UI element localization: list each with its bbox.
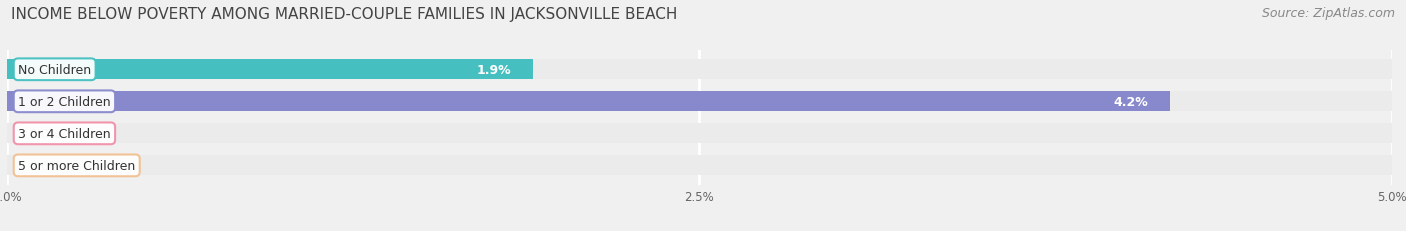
Bar xyxy=(7,124,1392,144)
Text: 0.0%: 0.0% xyxy=(30,127,62,140)
Bar xyxy=(7,156,1392,176)
Text: INCOME BELOW POVERTY AMONG MARRIED-COUPLE FAMILIES IN JACKSONVILLE BEACH: INCOME BELOW POVERTY AMONG MARRIED-COUPL… xyxy=(11,7,678,22)
Text: 1 or 2 Children: 1 or 2 Children xyxy=(18,95,111,108)
Bar xyxy=(7,60,533,80)
Text: 5 or more Children: 5 or more Children xyxy=(18,159,135,172)
Text: 3 or 4 Children: 3 or 4 Children xyxy=(18,127,111,140)
Text: No Children: No Children xyxy=(18,64,91,76)
Bar xyxy=(7,60,1392,80)
Text: 1.9%: 1.9% xyxy=(477,64,512,76)
Bar xyxy=(7,92,1170,112)
Text: 0.0%: 0.0% xyxy=(30,159,62,172)
Text: Source: ZipAtlas.com: Source: ZipAtlas.com xyxy=(1261,7,1395,20)
Bar xyxy=(7,92,1392,112)
Text: 4.2%: 4.2% xyxy=(1114,95,1149,108)
